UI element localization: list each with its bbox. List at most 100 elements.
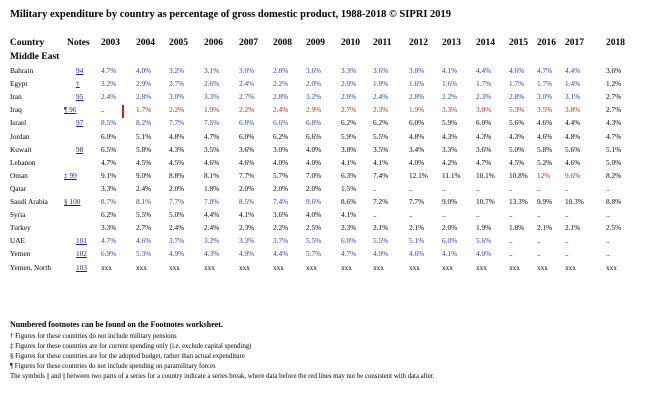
value-cell: .. (565, 210, 569, 220)
country-cell: Iran (10, 92, 22, 102)
value-cell: 1.9% (476, 223, 492, 233)
value-cell: 4.1% (239, 210, 255, 220)
footnote-link[interactable]: ¶ 96 (64, 105, 77, 115)
value-cell: .. (606, 249, 610, 259)
footnote-link[interactable]: 98 (76, 144, 84, 154)
country-cell: Yemen (10, 249, 31, 259)
country-cell: Yemen, North (10, 262, 52, 272)
value-cell: 5.6% (565, 144, 581, 154)
footnote-link[interactable]: 97 (76, 118, 84, 128)
col-header-year: 2016 (537, 38, 556, 48)
value-cell: 2.2% (169, 105, 185, 115)
table-row: Iran 95 2.4% 2.8% 3.0% 3.3% 2.7% 2.8% 3.2% 2.9% 2.… (0, 92, 669, 105)
value-cell: 8.6% (341, 197, 357, 206)
value-cell: .. (537, 236, 541, 246)
value-cell: 5.9% (341, 131, 357, 141)
col-header-year: 2012 (409, 38, 428, 48)
country-cell: Qatar (10, 183, 27, 193)
value-cell: 2.0% (239, 183, 255, 193)
footnote-link[interactable]: 103 (76, 262, 87, 272)
value-cell: 4.7% (341, 249, 357, 259)
value-cell: 2.2% (239, 105, 255, 115)
value-cell: 8.1% (204, 170, 220, 180)
value-cell: 4.0% (409, 157, 425, 167)
value-cell: xxx (204, 262, 215, 272)
value-cell: 4.1% (442, 249, 458, 259)
value-cell: 6.8% (239, 118, 255, 128)
value-cell: 10.7% (476, 197, 495, 206)
value-cell: 1.7% (537, 79, 553, 89)
footnote-link[interactable]: 94 (76, 66, 84, 75)
value-cell: 6.0% (442, 236, 458, 246)
value-cell: 3.0% (476, 105, 492, 115)
country-cell: Lebanon (10, 157, 36, 167)
value-cell: 4.6% (136, 236, 152, 246)
value-cell: 4.0% (273, 157, 289, 167)
footnote-link[interactable]: 102 (76, 249, 87, 259)
value-cell: .. (537, 183, 541, 193)
value-cell: 2.3% (239, 223, 255, 233)
region-label: Middle East (10, 52, 60, 62)
value-cell: 1.8% (373, 79, 389, 89)
value-cell: xxx (373, 262, 384, 272)
value-cell: xxx (101, 262, 112, 272)
value-cell: 3.8% (565, 105, 581, 115)
value-cell: 4.6% (509, 66, 525, 75)
value-cell: 5.3% (509, 105, 525, 115)
value-cell: 2.2% (273, 223, 289, 233)
value-cell: 3.3% (101, 183, 117, 193)
value-cell: 3.6% (273, 210, 289, 220)
value-cell: .. (476, 210, 480, 220)
country-cell: Egypt (10, 79, 28, 89)
country-cell: Saudi Arabia (10, 197, 48, 206)
country-cell: UAE (10, 236, 25, 246)
value-cell: 4.0% (306, 210, 322, 220)
value-cell: 5.7% (273, 170, 289, 180)
footnotes-heading: Numbered footnotes can be found on the F… (10, 320, 223, 329)
value-cell: 2.7% (169, 79, 185, 89)
value-cell: 13.3% (509, 197, 528, 206)
value-cell: 4.6% (565, 157, 581, 167)
value-cell: 4.6% (239, 157, 255, 167)
value-cell: 6.9% (101, 249, 117, 259)
footnote-link[interactable]: † (76, 79, 80, 89)
footnote-link[interactable]: 101 (76, 236, 87, 246)
value-cell: .. (442, 183, 446, 193)
value-cell: 2.4% (136, 183, 152, 193)
value-cell: 5.9% (442, 118, 458, 128)
value-cell: 6.2% (373, 118, 389, 128)
value-cell: 5.6% (509, 118, 525, 128)
value-cell: 5.1% (409, 236, 425, 246)
col-header-year: 2017 (565, 38, 584, 48)
footnote-link[interactable]: § 100 (64, 197, 81, 206)
value-cell: 4.0% (476, 249, 492, 259)
footnote-line: § Figures for these countries are for th… (10, 353, 245, 360)
value-cell: 3.0% (273, 144, 289, 154)
value-cell: 9.0% (136, 170, 152, 180)
value-cell: 9.6% (565, 170, 581, 180)
value-cell: 1.9% (409, 105, 425, 115)
value-cell: 4.7% (537, 66, 553, 75)
footnote-link[interactable]: ‡ 99 (64, 170, 77, 180)
value-cell: 5.8% (537, 144, 553, 154)
value-cell: 6.5% (101, 144, 117, 154)
value-cell: xxx (169, 262, 180, 272)
value-cell: 2.4% (101, 92, 117, 102)
value-cell: 2.8% (409, 92, 425, 102)
value-cell: 8.1% (136, 197, 152, 206)
value-cell: 4.7% (101, 157, 117, 167)
value-cell: 3.5% (204, 144, 220, 154)
value-cell: 6.2% (273, 131, 289, 141)
value-cell: 2.5% (306, 223, 322, 233)
value-cell: 9.9% (537, 197, 553, 206)
value-cell: 3.6% (476, 144, 492, 154)
value-cell: .. (509, 249, 513, 259)
value-cell: 2.2% (442, 92, 458, 102)
value-cell: 1.6% (409, 79, 425, 89)
value-cell: 3.3% (442, 105, 458, 115)
value-cell: 3.3% (204, 92, 220, 102)
value-cell: 3.8% (341, 144, 357, 154)
footnote-link[interactable]: 95 (76, 92, 84, 102)
value-cell: 2.0% (341, 79, 357, 89)
value-cell: 5.0% (509, 144, 525, 154)
